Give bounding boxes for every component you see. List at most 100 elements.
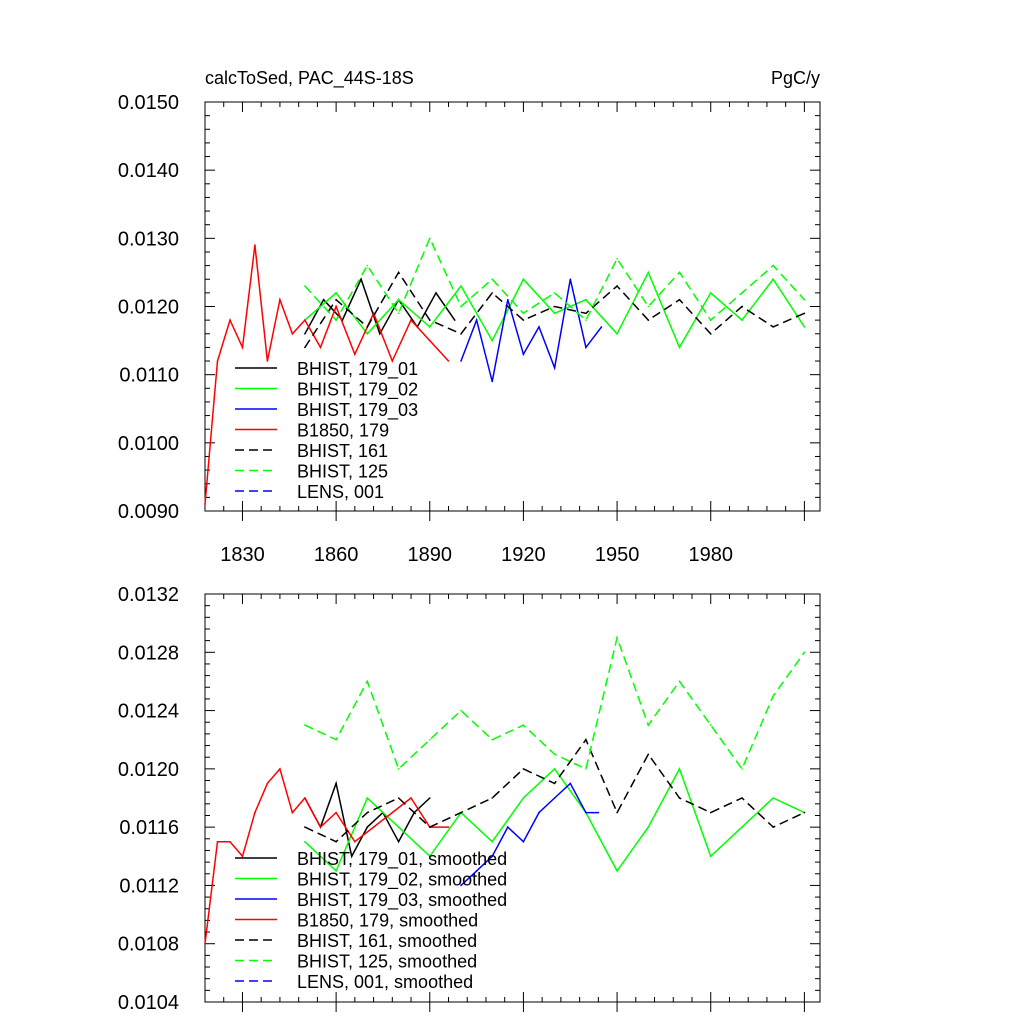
data-point bbox=[335, 811, 337, 814]
data-point bbox=[354, 840, 356, 843]
data-point bbox=[335, 870, 337, 872]
data-point bbox=[741, 797, 743, 799]
data-point bbox=[585, 298, 587, 301]
data-point bbox=[600, 326, 603, 328]
data-point bbox=[254, 244, 256, 246]
data-point bbox=[772, 326, 774, 328]
data-point bbox=[319, 346, 322, 349]
data-point bbox=[709, 292, 712, 294]
data-point bbox=[366, 326, 369, 328]
data-point bbox=[553, 367, 556, 369]
y-tick-label: 0.0112 bbox=[119, 875, 179, 897]
data-point bbox=[647, 305, 650, 308]
data-point bbox=[397, 271, 400, 274]
data-point bbox=[366, 264, 369, 267]
data-point bbox=[741, 768, 743, 770]
y-tick-label: 0.0104 bbox=[118, 992, 179, 1014]
data-point bbox=[678, 346, 681, 349]
data-point bbox=[429, 826, 431, 828]
data-point bbox=[772, 278, 774, 281]
y-tick-label: 0.0108 bbox=[118, 934, 179, 956]
legend-label: LENS, 001 bbox=[297, 482, 384, 502]
y-tick-label: 0.0140 bbox=[118, 160, 179, 182]
data-point bbox=[569, 782, 572, 785]
data-point bbox=[241, 346, 244, 349]
legend-label: BHIST, 161 bbox=[297, 441, 388, 461]
data-point bbox=[216, 360, 219, 362]
data-point bbox=[553, 305, 556, 308]
data-point bbox=[319, 826, 322, 828]
data-point bbox=[335, 305, 337, 308]
legend-label: BHIST, 179_03, smoothed bbox=[297, 890, 507, 911]
data-point bbox=[803, 651, 806, 654]
data-point bbox=[429, 855, 431, 858]
data-point bbox=[291, 333, 294, 335]
data-point bbox=[366, 680, 369, 683]
data-point bbox=[304, 285, 306, 287]
x-tick-label: 1980 bbox=[688, 544, 733, 566]
data-point bbox=[350, 855, 353, 858]
y-tick-label: 0.0120 bbox=[118, 297, 179, 319]
data-point bbox=[460, 285, 462, 287]
data-point bbox=[335, 298, 337, 301]
data-point bbox=[491, 738, 494, 741]
data-point bbox=[585, 811, 587, 814]
data-point bbox=[522, 312, 525, 315]
legend-label: BHIST, 125, smoothed bbox=[297, 952, 477, 972]
units-label: PgC/y bbox=[771, 68, 820, 88]
y-tick-label: 0.0120 bbox=[118, 759, 179, 781]
data-point bbox=[366, 811, 369, 814]
data-point bbox=[460, 709, 462, 712]
data-point bbox=[266, 782, 269, 785]
data-point bbox=[709, 319, 712, 321]
legend-label: B1850, 179 bbox=[297, 421, 389, 441]
data-point bbox=[491, 339, 494, 342]
data-point bbox=[678, 298, 681, 301]
data-point bbox=[522, 353, 525, 356]
data-point bbox=[397, 298, 400, 301]
data-point bbox=[678, 680, 681, 683]
data-point bbox=[772, 695, 774, 697]
data-point bbox=[410, 797, 412, 799]
data-point bbox=[491, 380, 494, 383]
data-point bbox=[585, 738, 587, 741]
data-point bbox=[678, 271, 681, 274]
data-point bbox=[507, 298, 509, 301]
data-point bbox=[597, 811, 600, 814]
series-line bbox=[460, 782, 599, 886]
x-tick-label: 1830 bbox=[220, 544, 265, 566]
data-point bbox=[335, 738, 337, 741]
data-point bbox=[709, 811, 712, 814]
y-tick-label: 0.0130 bbox=[118, 228, 179, 250]
data-point bbox=[772, 797, 774, 799]
x-tick-label: 1890 bbox=[408, 544, 453, 566]
data-point bbox=[266, 360, 269, 362]
data-point bbox=[647, 319, 650, 321]
data-point bbox=[741, 319, 743, 321]
data-point bbox=[216, 840, 219, 843]
data-point bbox=[491, 797, 494, 799]
data-point bbox=[585, 346, 587, 349]
data-point bbox=[397, 768, 400, 770]
legend-label: BHIST, 179_01, smoothed bbox=[297, 849, 507, 870]
data-point bbox=[803, 312, 806, 315]
data-point bbox=[335, 319, 337, 321]
data-point bbox=[772, 264, 774, 267]
data-point bbox=[429, 237, 431, 240]
legend-label: BHIST, 179_03 bbox=[297, 400, 418, 421]
data-point bbox=[453, 319, 456, 321]
data-point bbox=[397, 826, 400, 828]
data-point bbox=[491, 292, 494, 294]
data-point bbox=[491, 840, 494, 843]
data-point bbox=[553, 292, 556, 294]
data-point bbox=[366, 797, 369, 799]
data-point bbox=[241, 855, 244, 858]
data-point bbox=[491, 278, 494, 281]
data-point bbox=[229, 319, 231, 321]
data-point bbox=[507, 826, 509, 828]
data-point bbox=[553, 312, 556, 315]
plot-frame bbox=[204, 593, 821, 1003]
bottom-panel: 0.0104 0.0108 0.0112 0.0116 0.0120 0.0124 0.01… bbox=[118, 584, 821, 1014]
legend-label: BHIST, 125 bbox=[297, 462, 388, 482]
